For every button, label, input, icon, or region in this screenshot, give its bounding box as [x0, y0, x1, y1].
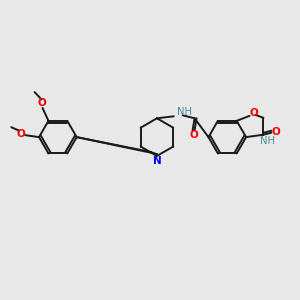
Text: O: O	[272, 127, 281, 137]
Text: O: O	[249, 108, 258, 118]
Text: O: O	[37, 98, 46, 108]
Text: NH: NH	[260, 136, 275, 146]
Text: NH: NH	[177, 107, 192, 117]
Text: O: O	[189, 130, 198, 140]
Text: O: O	[17, 129, 26, 139]
Text: N: N	[153, 156, 161, 166]
